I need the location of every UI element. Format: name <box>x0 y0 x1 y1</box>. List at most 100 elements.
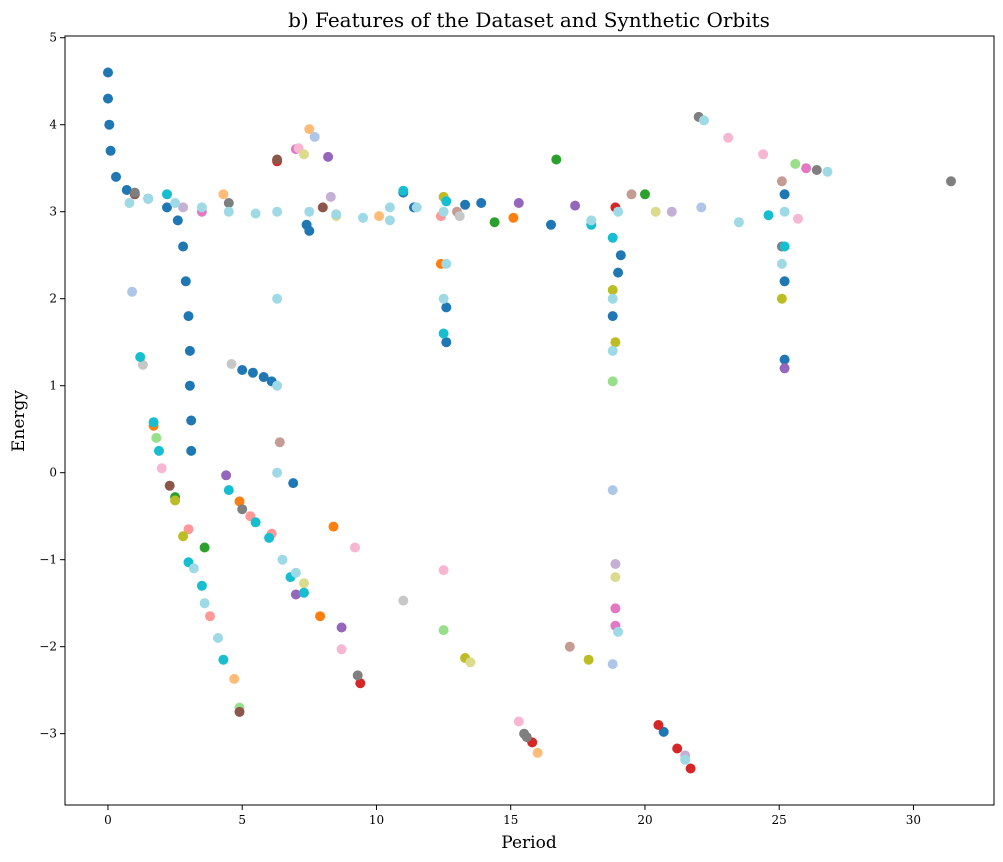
data-point <box>234 706 245 717</box>
data-point <box>521 732 532 743</box>
data-point <box>170 198 181 208</box>
data-point <box>250 208 261 219</box>
y-tick-label: 1 <box>49 379 57 393</box>
y-tick-label: −3 <box>39 727 57 741</box>
data-point <box>441 196 452 207</box>
data-point <box>776 293 787 304</box>
data-point <box>358 212 368 223</box>
chart-title: b) Features of the Dataset and Synthetic… <box>288 8 770 32</box>
data-point <box>137 359 148 370</box>
data-point <box>172 215 183 226</box>
series-13 <box>156 132 803 727</box>
data-point <box>325 191 336 202</box>
y-tick-label: −1 <box>39 553 57 567</box>
data-point <box>277 554 288 565</box>
data-point <box>476 198 487 208</box>
data-point <box>205 611 215 622</box>
x-axis-ticks: 0 5 10 15 20 25 30 <box>104 805 921 827</box>
data-point <box>384 215 395 226</box>
data-point <box>304 225 315 236</box>
data-point <box>143 193 154 204</box>
data-point <box>162 202 172 213</box>
data-point <box>272 154 283 165</box>
data-points <box>103 67 956 774</box>
data-point <box>223 485 234 496</box>
data-point <box>610 603 621 614</box>
data-point <box>384 202 395 213</box>
data-point <box>135 352 146 362</box>
data-point <box>615 250 626 261</box>
data-point <box>290 589 301 600</box>
data-point <box>946 176 956 187</box>
data-point <box>607 232 618 243</box>
data-point <box>438 328 449 339</box>
data-point <box>154 445 164 456</box>
data-point <box>398 185 409 196</box>
data-point <box>336 644 347 655</box>
data-point <box>111 171 121 182</box>
data-point <box>607 485 618 496</box>
data-point <box>570 200 581 211</box>
data-point <box>680 754 691 765</box>
data-point <box>779 189 790 200</box>
data-point <box>127 286 138 297</box>
data-point <box>105 145 116 156</box>
data-point <box>776 258 787 269</box>
data-point <box>438 206 449 217</box>
data-point <box>723 132 734 143</box>
data-point <box>328 521 339 532</box>
data-point <box>304 206 315 217</box>
data-point <box>103 93 113 104</box>
data-point <box>272 467 283 478</box>
x-tick-label: 20 <box>637 813 652 827</box>
data-point <box>237 504 248 515</box>
data-point <box>793 213 803 224</box>
data-point <box>607 285 618 295</box>
series-6 <box>272 156 696 774</box>
data-point <box>180 276 191 287</box>
series-2 <box>148 212 519 622</box>
series-9 <box>178 191 691 761</box>
data-point <box>183 311 194 322</box>
series-4 <box>170 154 650 553</box>
x-tick-label: 15 <box>503 813 518 827</box>
data-point <box>350 542 360 553</box>
data-point <box>162 189 172 200</box>
data-point <box>790 158 801 169</box>
data-point <box>763 210 774 221</box>
data-point <box>178 241 189 252</box>
data-point <box>258 372 269 382</box>
series-18 <box>135 185 790 665</box>
data-point <box>513 716 524 727</box>
data-point <box>551 154 562 165</box>
data-point <box>613 626 624 637</box>
series-14 <box>129 111 956 743</box>
data-point <box>607 376 618 387</box>
x-tick-label: 25 <box>772 813 787 827</box>
data-point <box>607 293 618 304</box>
data-point <box>247 367 258 378</box>
data-point <box>178 531 189 542</box>
data-point <box>696 202 707 213</box>
data-point <box>264 532 275 543</box>
data-point <box>186 445 197 456</box>
y-tick-label: 5 <box>49 31 57 45</box>
data-point <box>250 517 261 528</box>
data-point <box>801 163 812 174</box>
data-point <box>779 206 790 217</box>
data-point <box>184 380 195 391</box>
data-point <box>685 763 696 774</box>
data-point <box>331 209 342 220</box>
data-point <box>779 354 790 365</box>
data-point <box>121 185 132 195</box>
data-point <box>104 119 115 130</box>
data-point <box>374 211 385 222</box>
data-point <box>170 495 181 506</box>
y-axis-ticks: −3 −2 −1 0 1 2 3 4 5 <box>39 31 65 741</box>
series-7 <box>183 211 446 622</box>
data-point <box>274 437 285 448</box>
data-point <box>304 124 315 135</box>
data-point <box>196 202 207 213</box>
data-point <box>672 743 683 754</box>
data-point <box>733 217 744 228</box>
